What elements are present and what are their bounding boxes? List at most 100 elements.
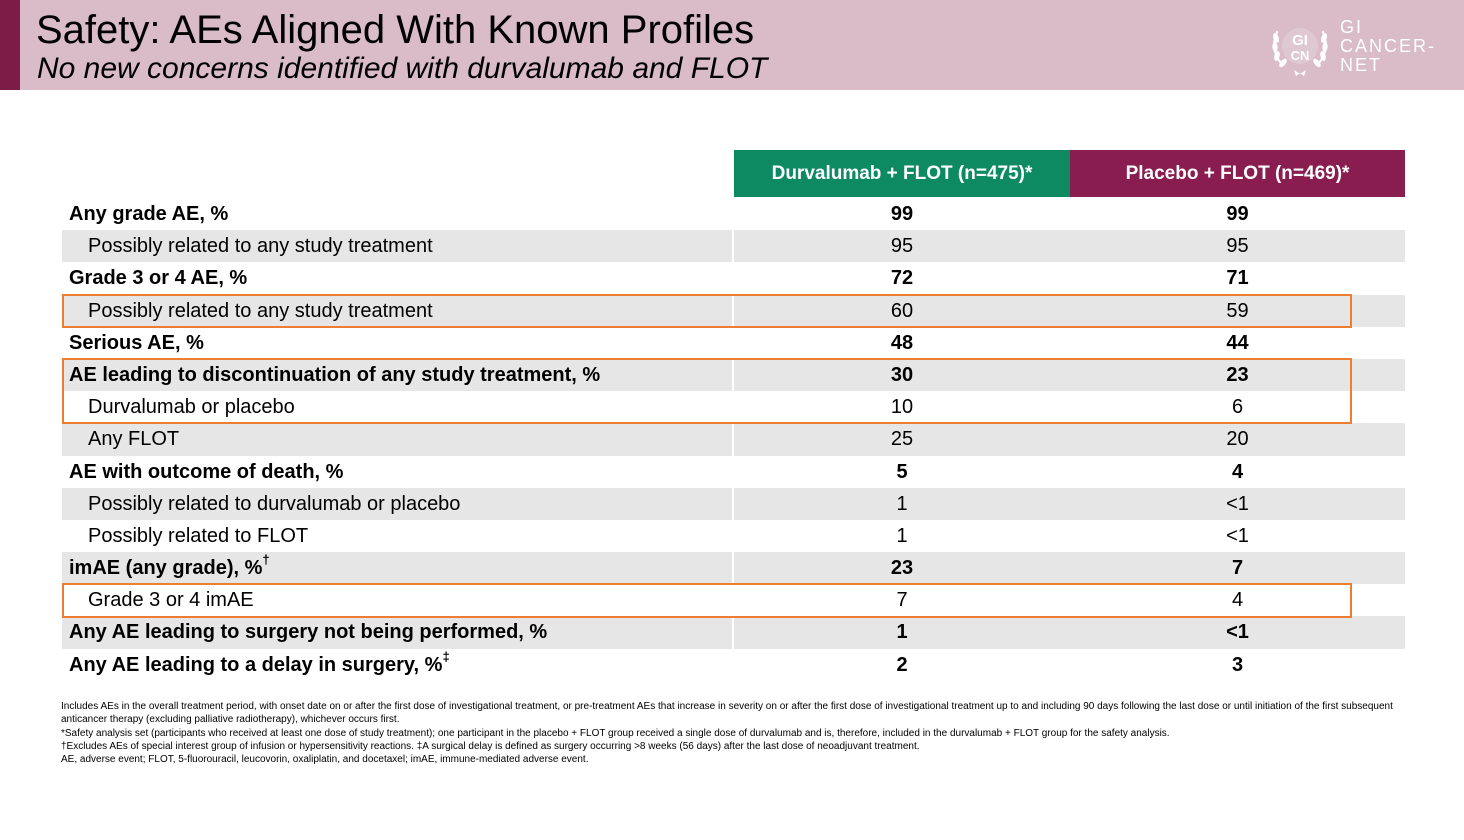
table-row: Possibly related to FLOT 1 <1 — [62, 519, 1405, 553]
cell-placebo: <1 — [1226, 621, 1249, 644]
row-label: Durvalumab or placebo — [88, 391, 295, 423]
row-label-text: Serious AE, % — [69, 331, 204, 354]
cell-durvalumab: 23 — [890, 557, 914, 580]
logo-line-2: CANCER- — [1340, 36, 1437, 56]
table-row: AE leading to discontinuation of any stu… — [62, 358, 1405, 392]
laurel-wreath-icon: GI CN — [1272, 28, 1328, 76]
column-separator — [732, 455, 734, 488]
row-label: Any AE leading to a delay in surgery, %‡ — [69, 649, 450, 681]
table-body: Any grade AE, % 99 99 Possibly related to a… — [62, 198, 1405, 681]
slide-subtitle: No new concerns identified with durvalum… — [37, 52, 768, 85]
cell-placebo: <1 — [1226, 492, 1249, 515]
cell-placebo: 44 — [1226, 331, 1249, 354]
cell-placebo: 4 — [1231, 589, 1244, 612]
column-header-placebo: Placebo + FLOT (n=469)* — [1070, 150, 1405, 197]
column-separator — [732, 294, 734, 327]
cell-placebo: 71 — [1226, 267, 1249, 290]
footnote-4: AE, adverse event; FLOT, 5-fluorouracil,… — [61, 754, 589, 766]
cell-durvalumab: 1 — [896, 621, 908, 644]
header-accent-strip — [0, 0, 20, 90]
logo-line-3: NET — [1340, 55, 1382, 75]
logo-wordmark: GI CANCER- NET — [1340, 18, 1436, 75]
slide-title: Safety: AEs Aligned With Known Profiles — [36, 8, 755, 52]
row-label: Any AE leading to surgery not being perf… — [69, 616, 547, 648]
safety-table: Durvalumab + FLOT (n=475)* Placebo + FLO… — [62, 150, 1405, 681]
cell-placebo: 7 — [1231, 557, 1244, 580]
cell-placebo: 95 — [1226, 235, 1249, 258]
row-label-text: Any AE leading to a delay in surgery, % — [69, 653, 443, 676]
table-row: Grade 3 or 4 imAE 7 4 — [62, 584, 1405, 617]
cell-durvalumab: 48 — [890, 331, 914, 354]
row-label: Possibly related to any study treatment — [88, 295, 433, 327]
column-separator — [732, 423, 734, 456]
gi-cancer-net-logo: GI CN GI CANCER- NET — [1268, 14, 1448, 78]
header-bar: Safety: AEs Aligned With Known Profiles … — [0, 0, 1464, 90]
cell-durvalumab: 2 — [896, 653, 908, 676]
cell-placebo: 20 — [1226, 428, 1249, 451]
row-label-text: Possibly related to durvalumab or placeb… — [88, 492, 461, 515]
column-separator — [732, 262, 734, 295]
cell-durvalumab: 1 — [896, 492, 908, 515]
row-label-text: Any AE leading to surgery not being perf… — [69, 621, 548, 644]
logo-monogram-bottom: CN — [1291, 48, 1310, 63]
table-header-row: Durvalumab + FLOT (n=475)* Placebo + FLO… — [62, 150, 1405, 197]
table-row: AE with outcome of death, % 5 4 — [62, 455, 1405, 488]
row-label: Possibly related to durvalumab or placeb… — [88, 488, 460, 520]
column-separator — [732, 584, 734, 617]
row-label-text: Any FLOT — [88, 428, 180, 451]
cell-placebo: <1 — [1226, 524, 1249, 547]
row-label-text: imAE (any grade), % — [69, 557, 263, 580]
row-label-text: Possibly related to any study treatment — [88, 299, 433, 322]
row-label: imAE (any grade), %† — [69, 552, 270, 584]
row-label: Grade 3 or 4 AE, % — [69, 262, 247, 294]
row-label: Any grade AE, % — [69, 198, 228, 230]
cell-durvalumab: 7 — [896, 589, 908, 612]
footnotes: Includes AEs in the overall treatment pe… — [61, 700, 1401, 766]
cell-durvalumab: 99 — [890, 203, 914, 225]
table-row: Possibly related to any study treatment 6… — [62, 294, 1405, 327]
column-separator — [732, 198, 734, 231]
row-label: Possibly related to FLOT — [88, 520, 308, 552]
cell-placebo: 59 — [1226, 299, 1249, 322]
footnote-2: *Safety analysis set (participants who r… — [61, 727, 1170, 739]
column-separator — [732, 391, 734, 424]
row-label: AE leading to discontinuation of any stu… — [69, 359, 600, 391]
table-row: Any FLOT 25 20 — [62, 423, 1405, 456]
column-separator — [732, 519, 734, 553]
row-label: Serious AE, % — [69, 327, 204, 359]
row-label: Grade 3 or 4 imAE — [88, 584, 254, 616]
cell-durvalumab: 60 — [890, 299, 914, 322]
logo-line-1: GI — [1340, 17, 1364, 37]
cell-placebo: 99 — [1226, 203, 1249, 225]
footnote-1: Includes AEs in the overall treatment pe… — [61, 701, 1393, 726]
row-label-text: Possibly related to any study treatment — [88, 235, 433, 258]
row-label-text: Grade 3 or 4 imAE — [88, 589, 254, 612]
cell-durvalumab: 72 — [890, 267, 914, 290]
cell-durvalumab: 25 — [890, 428, 914, 451]
cell-durvalumab: 5 — [896, 460, 908, 483]
column-header-durvalumab: Durvalumab + FLOT (n=475)* — [734, 150, 1070, 197]
row-label: Any FLOT — [88, 423, 179, 455]
column-separator — [732, 616, 734, 649]
column-separator — [732, 552, 734, 585]
cell-placebo: 23 — [1226, 363, 1249, 386]
row-label-text: Durvalumab or placebo — [88, 396, 295, 419]
column-separator — [732, 648, 734, 681]
table-row: Any AE leading to a delay in surgery, %‡… — [62, 648, 1405, 681]
cell-durvalumab: 30 — [890, 363, 914, 386]
cell-durvalumab: 1 — [896, 524, 908, 547]
row-label-footnote-mark: † — [262, 552, 270, 568]
row-label: AE with outcome of death, % — [69, 456, 343, 488]
column-separator — [732, 326, 734, 359]
column-separator — [732, 230, 734, 263]
table-row: Serious AE, % 48 44 — [62, 326, 1405, 359]
table-row: imAE (any grade), %† 23 7 — [62, 552, 1405, 585]
cell-placebo: 6 — [1231, 396, 1244, 419]
column-separator — [732, 358, 734, 392]
table-row: Grade 3 or 4 AE, % 72 71 — [62, 262, 1405, 295]
cell-placebo: 3 — [1231, 653, 1244, 676]
cell-durvalumab: 10 — [890, 396, 914, 419]
row-label-text: AE leading to discontinuation of any stu… — [69, 363, 601, 386]
footnote-3: †Excludes AEs of special interest group … — [61, 740, 920, 752]
logo-monogram-top: GI — [1292, 32, 1308, 49]
